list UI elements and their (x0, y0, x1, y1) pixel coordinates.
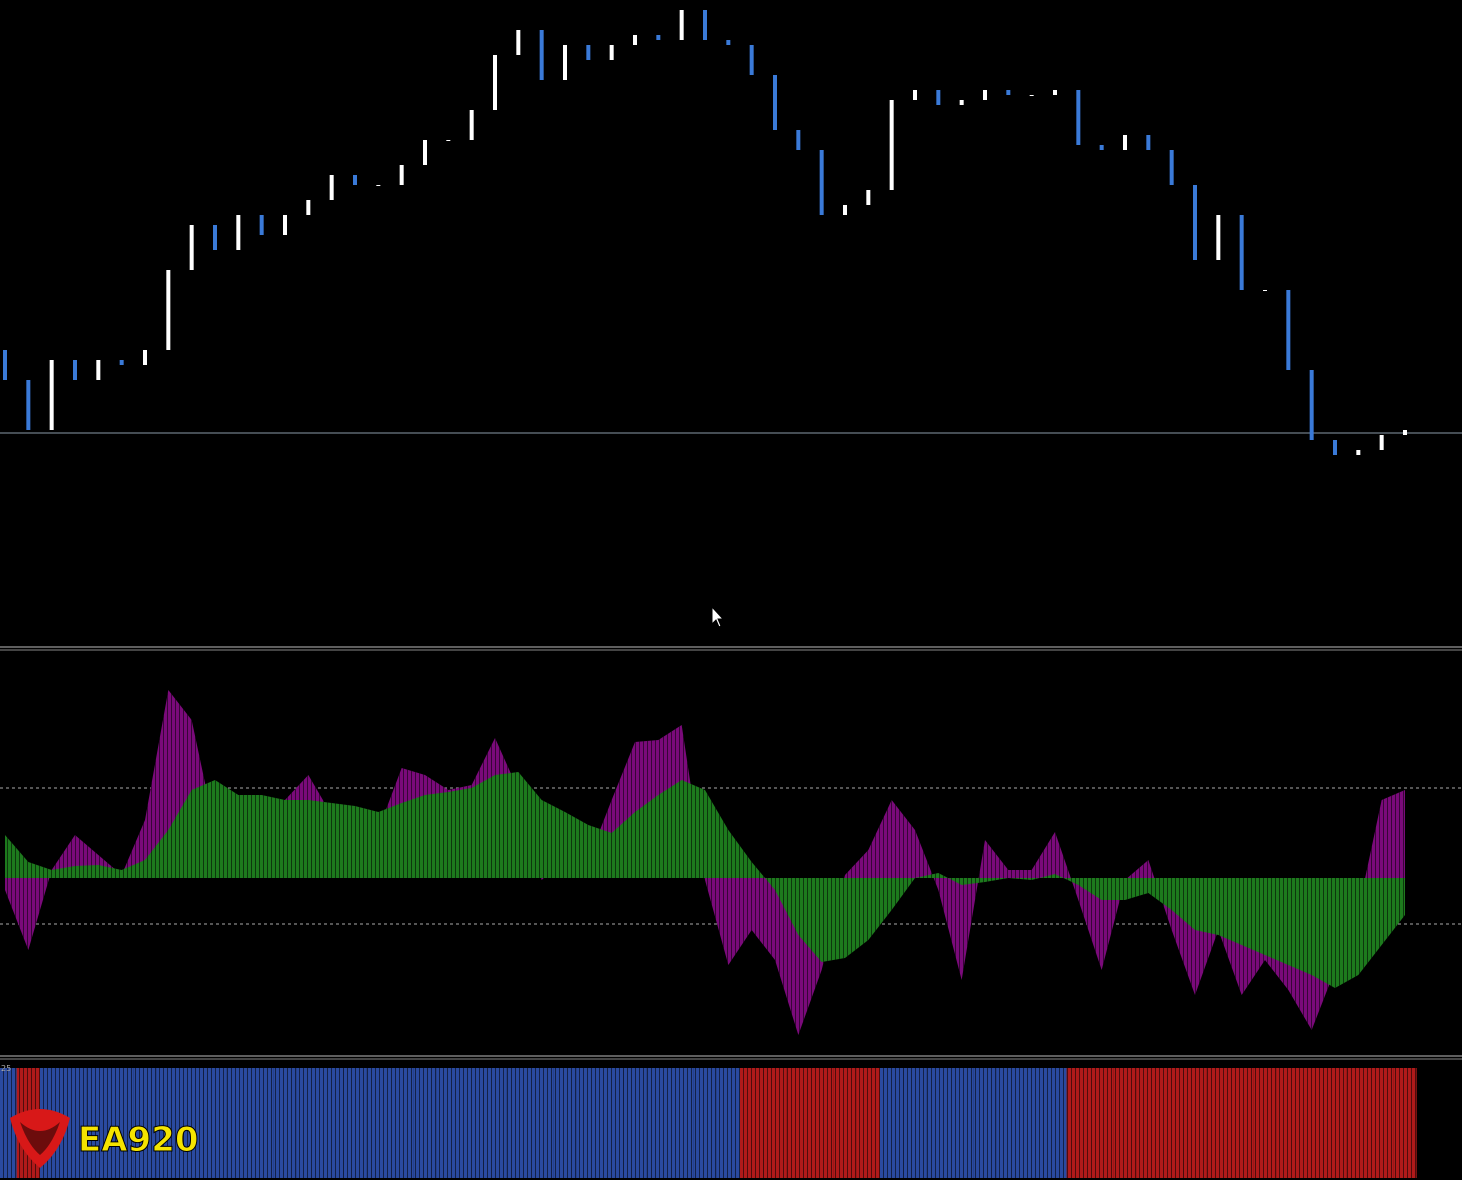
candle-body (726, 40, 731, 45)
candle-body (1379, 435, 1384, 450)
candle-body (1099, 145, 1104, 150)
candle-body (259, 215, 264, 235)
candle-body (656, 35, 661, 40)
candle-body (399, 165, 404, 185)
price-pane (0, 10, 1462, 455)
mouse-cursor (711, 605, 725, 628)
candle-body (796, 130, 801, 150)
candle-body (1333, 440, 1337, 455)
candle-body (213, 225, 217, 250)
candle-body (563, 45, 567, 80)
candle-body (913, 90, 917, 100)
candle-body (1169, 150, 1174, 185)
candle-body (3, 350, 7, 380)
candle-body (609, 45, 614, 60)
candle-body (703, 10, 707, 40)
logo-icon-detail (20, 1122, 60, 1155)
candle-body (26, 380, 31, 430)
candle-body (516, 30, 521, 55)
candle-body (376, 185, 381, 186)
indicator-label: 25 (1, 1064, 11, 1073)
candle-body (1309, 370, 1314, 440)
candle-body (633, 35, 637, 45)
candle-body (983, 90, 987, 100)
bar-stripes (0, 1068, 1417, 1178)
candle-body (1193, 185, 1197, 260)
candle-body (1263, 290, 1267, 291)
candle-body (189, 225, 194, 270)
candle-body (283, 215, 287, 235)
candle-body (1216, 215, 1221, 260)
candle-body (1123, 135, 1127, 150)
candle-body (679, 10, 684, 40)
candle-body (1286, 290, 1291, 370)
candle-body (1029, 95, 1034, 96)
logo-text: EA920 (78, 1120, 199, 1160)
candle-body (353, 175, 357, 185)
candle-body (843, 205, 847, 215)
candle-body (936, 90, 941, 105)
candle-body (306, 200, 311, 215)
signal-pane (0, 1068, 1417, 1178)
candle-body (749, 45, 754, 75)
candle-body (446, 140, 451, 141)
candle-body (773, 75, 777, 130)
candle-body (119, 360, 124, 365)
candle-body (1053, 90, 1057, 95)
candle-body (493, 55, 497, 110)
candle-body (1006, 90, 1011, 95)
candle-body (1403, 430, 1407, 435)
candle-body (73, 360, 77, 380)
candle-body (166, 270, 171, 350)
candle-body (959, 100, 964, 105)
candle-body (1146, 135, 1151, 150)
candle-body (143, 350, 147, 365)
candle-body (819, 150, 824, 215)
candle-body (866, 190, 871, 205)
candle-body (1076, 90, 1081, 145)
candle-body (329, 175, 334, 200)
candle-body (423, 140, 427, 165)
candle-body (1356, 450, 1361, 455)
oscillator-pane (0, 690, 1462, 1035)
candle-body (236, 215, 241, 250)
candle-body (96, 360, 101, 380)
candle-body (49, 360, 54, 430)
area-stripes (5, 772, 1405, 988)
candle-body (889, 100, 894, 190)
candle-body (1239, 215, 1244, 290)
candle-body (586, 45, 591, 60)
candle-body (469, 110, 474, 140)
logo: EA920 (10, 1109, 199, 1168)
candle-body (539, 30, 544, 80)
